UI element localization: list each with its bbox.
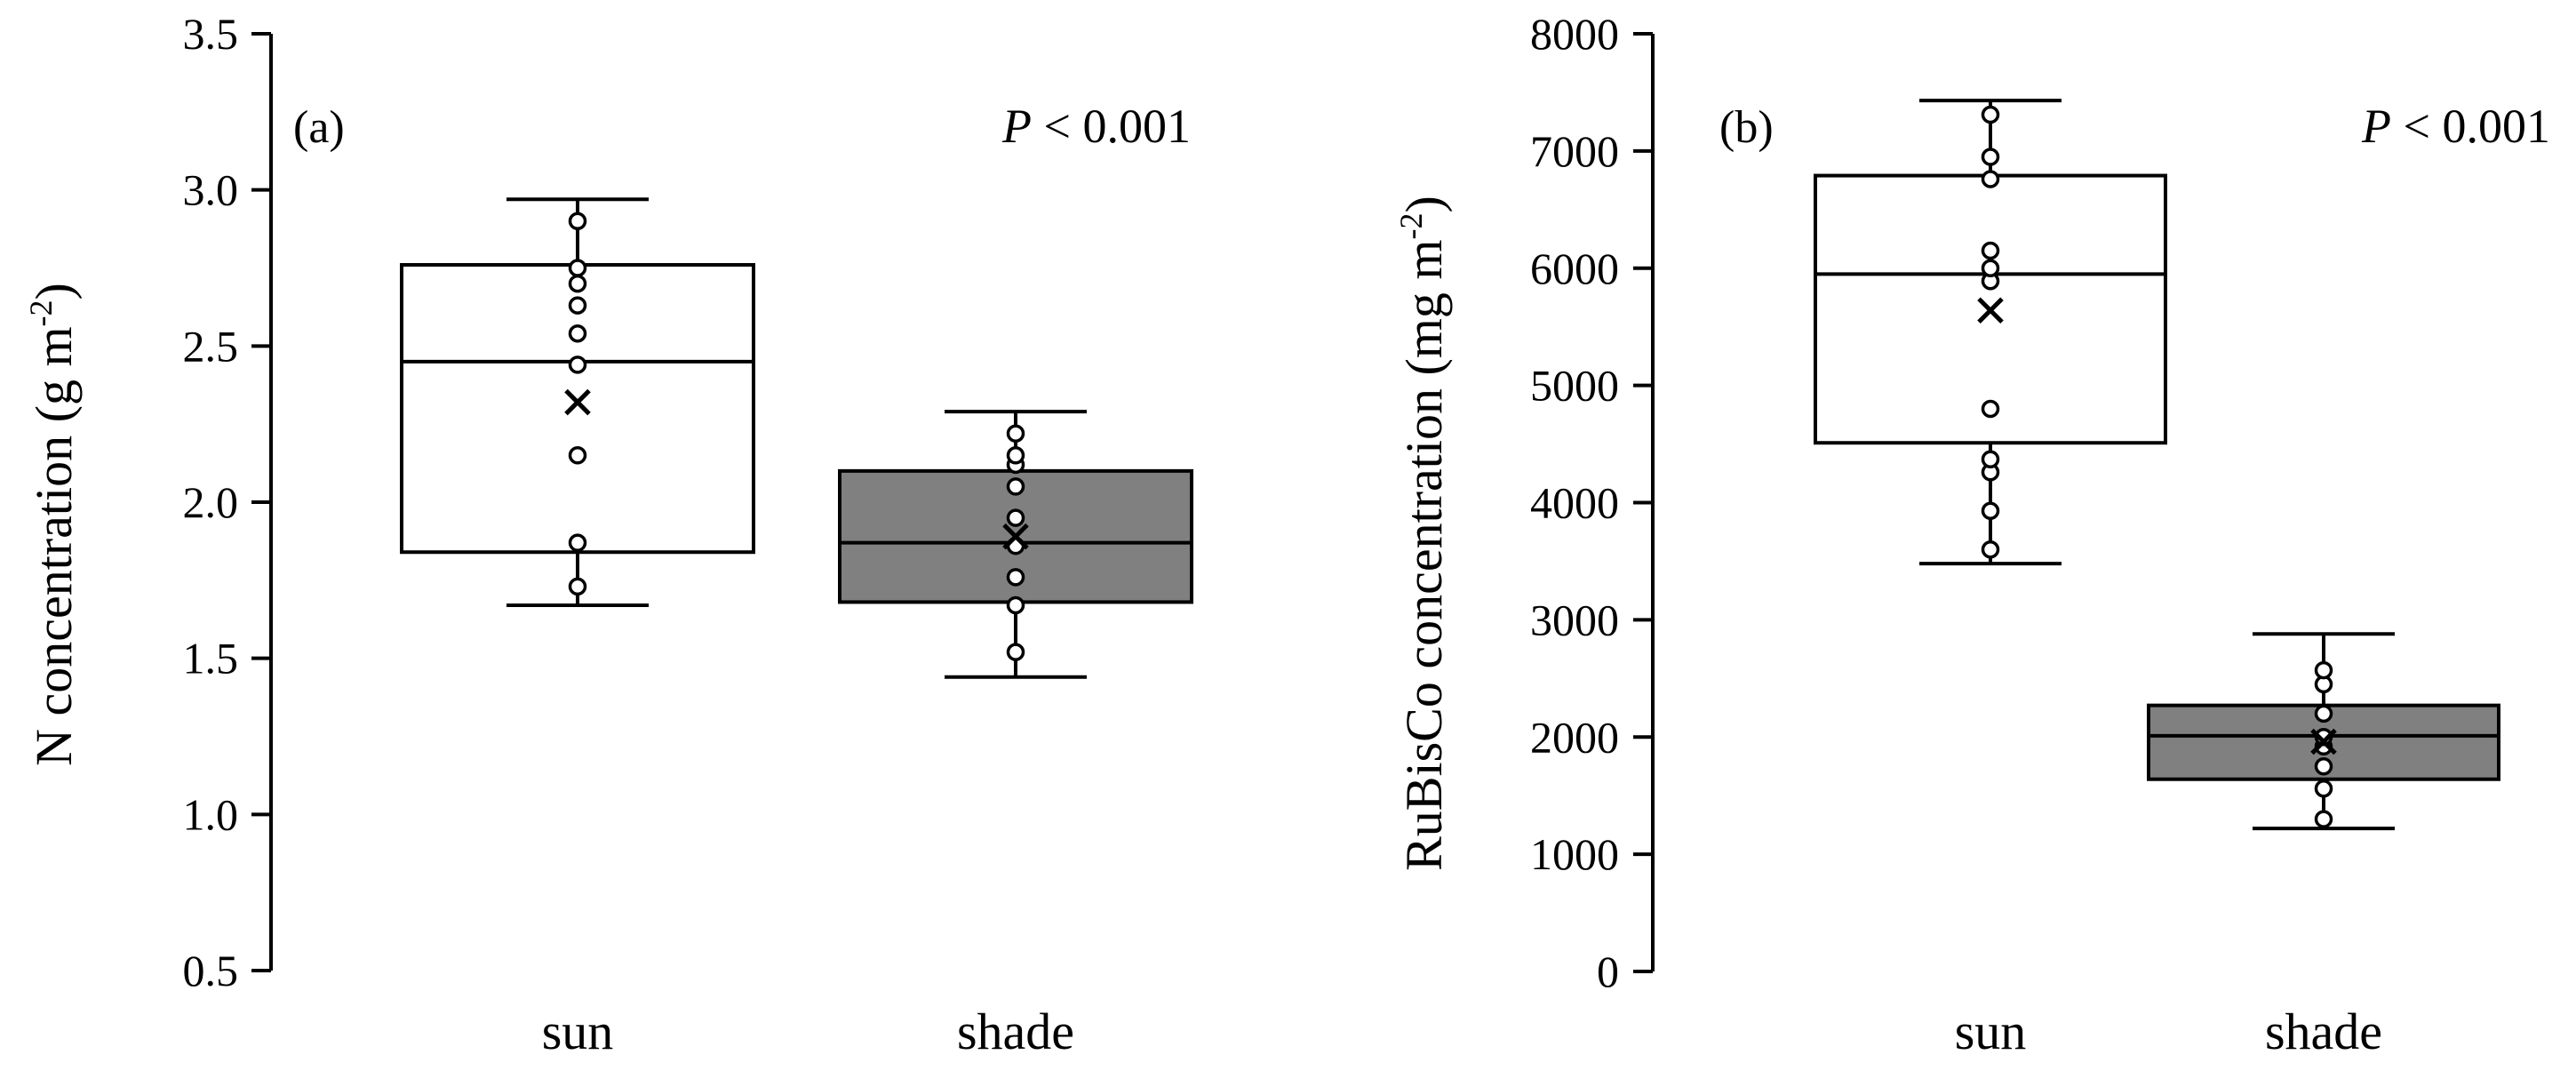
y-tick-label: 8000 bbox=[1530, 9, 1619, 59]
y-tick-label: 0.5 bbox=[183, 946, 239, 995]
y-tick-label: 5000 bbox=[1530, 361, 1619, 411]
panel-a-p-symbol: P bbox=[1001, 100, 1032, 153]
y-tick-label: 6000 bbox=[1530, 244, 1619, 293]
panel-b-y-axis-title: RuBisCo concentration (mg m-2) bbox=[1393, 196, 1453, 871]
panel-b-label: (b) bbox=[1719, 102, 1774, 153]
y-tick-label: 2000 bbox=[1530, 712, 1619, 762]
panel-b-boxes bbox=[1814, 99, 2500, 831]
data-point bbox=[1981, 259, 2000, 277]
x-category-label: sun bbox=[542, 1003, 614, 1060]
box-shade bbox=[2147, 632, 2500, 831]
y-tick-label: 3.0 bbox=[183, 165, 239, 215]
mean-marker bbox=[1002, 523, 1029, 550]
data-point bbox=[1006, 446, 1025, 465]
data-point bbox=[1981, 148, 2000, 166]
x-category-label: sun bbox=[1955, 1003, 2027, 1060]
panel-b-p-symbol: P bbox=[2361, 100, 2391, 153]
data-point bbox=[568, 296, 587, 315]
y-tick-label: 1000 bbox=[1530, 829, 1619, 879]
panel-b-p-value: P < 0.001 bbox=[2361, 100, 2550, 153]
y-tick-label: 2.5 bbox=[183, 321, 239, 371]
panel-a-y-axis-title-end: ) bbox=[25, 283, 83, 300]
panel-a-y-axis-title-sup: -2 bbox=[23, 300, 59, 326]
panel-b-y-axis: 0 1000 2000 3000 4000 5000 6000 7000 8000 bbox=[1530, 9, 1655, 996]
data-point bbox=[2314, 810, 2333, 828]
panel-a-p-value: P < 0.001 bbox=[1001, 100, 1191, 153]
data-point bbox=[568, 356, 587, 374]
data-point bbox=[568, 259, 587, 277]
panel-a-p-text: < 0.001 bbox=[1032, 100, 1191, 153]
data-point bbox=[1981, 170, 2000, 188]
data-point bbox=[1006, 643, 1025, 661]
panel-b-p-text: < 0.001 bbox=[2391, 100, 2550, 153]
y-tick-label: 1.5 bbox=[183, 634, 239, 683]
x-category-label: shade bbox=[957, 1003, 1074, 1060]
y-tick-label: 4000 bbox=[1530, 478, 1619, 528]
mean-marker bbox=[2310, 728, 2337, 755]
data-point bbox=[568, 324, 587, 343]
data-point bbox=[1006, 424, 1025, 443]
data-point bbox=[1006, 595, 1025, 615]
y-tick-label: 3000 bbox=[1530, 595, 1619, 644]
box-shade bbox=[838, 410, 1193, 679]
panel-b-y-axis-title-main: RuBisCo concentration (mg m bbox=[1395, 239, 1453, 870]
data-point bbox=[1006, 508, 1025, 527]
panel-a-y-axis: 0.5 1.0 1.5 2.0 2.5 3.0 3.5 bbox=[183, 9, 273, 995]
data-point bbox=[568, 446, 587, 465]
data-point bbox=[1981, 399, 2000, 419]
panel-a-label: (a) bbox=[293, 102, 345, 153]
data-point bbox=[2314, 704, 2333, 723]
panel-a-x-axis: sun shade bbox=[542, 1003, 1074, 1060]
panel-a-boxes bbox=[400, 197, 1193, 679]
y-tick-label: 2.0 bbox=[183, 477, 239, 527]
data-point bbox=[568, 533, 587, 552]
y-tick-label: 1.0 bbox=[183, 789, 239, 839]
data-point bbox=[1981, 450, 2000, 468]
data-point bbox=[568, 274, 587, 293]
data-point bbox=[1006, 568, 1025, 587]
panel-a-chart: N concentration (g m-2) (a) P < 0.001 0.… bbox=[23, 9, 1193, 1060]
box-sun bbox=[400, 197, 755, 607]
data-point bbox=[1981, 501, 2000, 520]
y-tick-label: 7000 bbox=[1530, 126, 1619, 176]
data-point bbox=[1981, 540, 2000, 559]
panel-b-y-axis-title-end: ) bbox=[1395, 196, 1453, 212]
x-category-label: shade bbox=[2265, 1003, 2382, 1060]
data-point bbox=[2314, 660, 2333, 680]
data-point bbox=[1006, 477, 1025, 496]
mean-marker bbox=[564, 388, 591, 416]
y-tick-label: 0 bbox=[1597, 947, 1619, 996]
data-point bbox=[1981, 241, 2000, 260]
y-tick-label: 3.5 bbox=[183, 9, 239, 59]
panel-a-y-axis-title: N concentration (g m-2) bbox=[23, 283, 83, 766]
data-point bbox=[2314, 756, 2333, 776]
panel-b-y-axis-title-sup: -2 bbox=[1393, 212, 1429, 239]
panel-b-chart: RuBisCo concentration (mg m-2) (b) P < 0… bbox=[1393, 9, 2550, 1060]
mean-marker bbox=[1977, 297, 2004, 324]
box-sun bbox=[1814, 99, 2167, 566]
data-point bbox=[568, 212, 587, 231]
data-point bbox=[1981, 105, 2000, 124]
data-point bbox=[2314, 779, 2333, 798]
data-point bbox=[568, 577, 587, 596]
panel-b-x-axis: sun shade bbox=[1955, 1003, 2382, 1060]
panel-a-y-axis-title-main: N concentration (g m bbox=[25, 326, 83, 765]
